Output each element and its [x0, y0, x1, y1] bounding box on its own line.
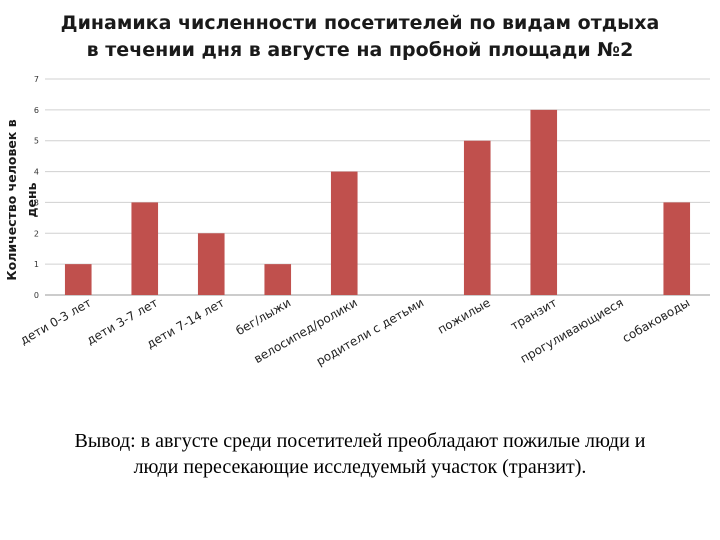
bars: [64, 109, 691, 295]
bar: [264, 264, 292, 295]
x-tick-label: транзит: [508, 295, 559, 333]
x-tick-label: собаководы: [620, 295, 692, 345]
y-tick-label: 7: [34, 75, 39, 84]
y-tick-label: 5: [34, 137, 39, 146]
chart-title-line-1: Динамика численности посетителей по вида…: [60, 12, 660, 34]
chart-title-line-2: в течении дня в августе на пробной площа…: [86, 39, 634, 61]
y-tick-label: 1: [34, 260, 39, 269]
conclusion-line-2: люди пересекающие исследуемый участок (т…: [133, 456, 587, 478]
bar: [64, 264, 92, 295]
conclusion-line-1: Вывод: в августе среди посетителей преоб…: [74, 430, 646, 452]
bar: [131, 202, 159, 295]
conclusion-text: Вывод: в августе среди посетителей преоб…: [10, 428, 710, 480]
bar: [530, 109, 558, 295]
y-tick-label: 4: [34, 168, 39, 177]
x-tick-label: бег/лыжи: [234, 295, 294, 338]
x-tick-label: родители с детьми: [314, 295, 426, 368]
chart-title: Динамика численности посетителей по вида…: [0, 10, 720, 64]
y-tick-label: 0: [34, 291, 39, 300]
bar: [463, 140, 491, 295]
x-tick-label: пожилые: [435, 295, 493, 336]
x-tick-label: дети 0-3 лет: [18, 295, 94, 347]
y-tick-label: 3: [34, 198, 39, 207]
y-tick-label: 6: [34, 106, 39, 115]
y-tick-labels: 0 1 2 3 4 5 6 7: [34, 75, 39, 300]
bar: [197, 233, 225, 295]
y-tick-label: 2: [34, 229, 39, 238]
bar: [330, 171, 358, 295]
bar: [663, 202, 691, 295]
